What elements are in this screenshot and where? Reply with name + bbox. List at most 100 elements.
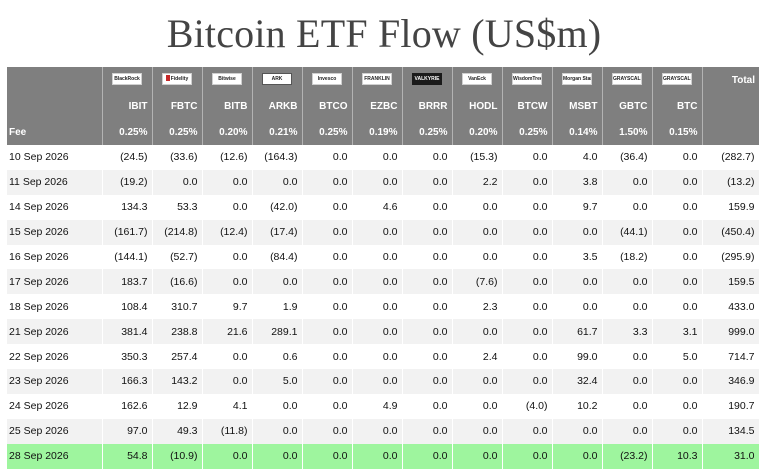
flow-value: 0.0 <box>502 369 553 394</box>
row-total: 159.9 <box>702 194 760 220</box>
fund-logo-cell: WisdomTree <box>502 67 553 93</box>
fund-ticker: BTC <box>652 93 703 119</box>
flow-value: 0.0 <box>652 244 703 270</box>
flow-value: 3.3 <box>602 319 653 345</box>
issuer-logo: FRANKLIN <box>362 72 392 85</box>
flow-value: 0.0 <box>502 443 553 469</box>
flow-value: 0.0 <box>302 369 353 394</box>
flow-value: 0.0 <box>302 319 353 345</box>
row-date: 11 Sep 2026 <box>7 169 103 195</box>
flow-value: 4.0 <box>552 145 603 170</box>
flow-value: 0.0 <box>202 244 253 270</box>
flow-value: 2.3 <box>452 294 503 320</box>
flow-value: (84.4) <box>252 244 303 270</box>
flow-value: 257.4 <box>152 344 203 370</box>
row-total: 190.7 <box>702 393 760 419</box>
flow-value: 0.0 <box>502 294 553 320</box>
issuer-logo: BlackRock <box>112 72 142 85</box>
flow-value: 0.0 <box>402 418 453 444</box>
issuer-logo: ARK <box>262 72 292 85</box>
flow-value: 0.0 <box>302 219 353 245</box>
flow-value: 0.0 <box>552 294 603 320</box>
flow-value: (15.3) <box>452 145 503 170</box>
flow-value: 0.0 <box>552 269 603 295</box>
flow-value: 0.0 <box>402 393 453 419</box>
flow-value: 0.0 <box>552 418 603 444</box>
flow-value: 0.0 <box>352 344 403 370</box>
flow-value: 0.0 <box>452 393 503 419</box>
row-total: 346.9 <box>702 369 760 394</box>
flow-value: 0.0 <box>552 443 603 469</box>
fund-fee: 0.15% <box>652 119 703 145</box>
flow-value: 0.0 <box>302 344 353 370</box>
row-total: (282.7) <box>702 145 760 170</box>
flow-value: 4.1 <box>202 393 253 419</box>
flow-value: 0.0 <box>602 169 653 195</box>
flow-value: 289.1 <box>252 319 303 345</box>
row-date: 14 Sep 2026 <box>7 194 103 220</box>
issuer-logo: Fidelity <box>162 72 192 85</box>
flow-value: 53.3 <box>152 194 203 220</box>
flow-value: 0.0 <box>302 294 353 320</box>
table-row: 17 Sep 2026 183.7 (16.6) 0.0 0.0 0.0 0.0 0.0 (7.… <box>7 269 760 295</box>
row-date: 28 Sep 2026 <box>7 443 103 469</box>
flow-value: 166.3 <box>102 369 153 394</box>
flow-value: 54.8 <box>102 443 153 469</box>
fee-total-blank <box>702 119 759 145</box>
flow-value: 0.0 <box>402 369 453 394</box>
flow-value: (214.8) <box>152 219 203 245</box>
fund-ticker: IBIT <box>102 93 153 119</box>
flow-value: 0.0 <box>352 418 403 444</box>
fund-logo-cell: FRANKLIN <box>352 67 403 93</box>
issuer-logo: VanEck <box>462 72 492 85</box>
row-total: (450.4) <box>702 219 760 245</box>
flow-value: 0.0 <box>452 443 503 469</box>
fund-logo-cell: Morgan Stanley <box>552 67 603 93</box>
flow-value: 0.0 <box>302 418 353 444</box>
flow-value: 0.0 <box>302 393 353 419</box>
flow-value: 0.0 <box>252 269 303 295</box>
flow-value: (44.1) <box>602 219 653 245</box>
row-date: 17 Sep 2026 <box>7 269 103 295</box>
table-row: 28 Sep 2026 54.8 (10.9) 0.0 0.0 0.0 0.0 0.0 0.0 0… <box>7 443 760 469</box>
flow-value: 2.4 <box>452 344 503 370</box>
row-date: 24 Sep 2026 <box>7 393 103 419</box>
flow-value: 0.0 <box>452 319 503 345</box>
flow-value: 0.0 <box>652 418 703 444</box>
total-header: Total <box>702 67 759 93</box>
flow-value: 99.0 <box>552 344 603 370</box>
fund-logo-cell: GRAYSCALE <box>652 67 703 93</box>
flow-value: 0.0 <box>302 145 353 170</box>
flow-value: 0.0 <box>602 294 653 320</box>
page-title: Bitcoin ETF Flow (US$m) <box>166 11 602 56</box>
flow-value: 0.0 <box>552 219 603 245</box>
flow-value: (17.4) <box>252 219 303 245</box>
flow-value: 0.0 <box>202 344 253 370</box>
flow-value: 0.0 <box>652 145 703 170</box>
issuer-logo: Morgan Stanley <box>562 72 592 85</box>
flow-value: 162.6 <box>102 393 153 419</box>
flow-value: (52.7) <box>152 244 203 270</box>
row-date: 21 Sep 2026 <box>7 319 103 345</box>
flow-value: 5.0 <box>252 369 303 394</box>
flow-value: 4.6 <box>352 194 403 220</box>
flow-value: (4.0) <box>502 393 553 419</box>
flow-value: 0.0 <box>352 145 403 170</box>
flow-value: 0.0 <box>202 369 253 394</box>
flow-value: 0.0 <box>402 269 453 295</box>
fund-ticker: ARKB <box>252 93 303 119</box>
fund-fee: 0.19% <box>352 119 403 145</box>
flow-value: 143.2 <box>152 369 203 394</box>
flow-value: 0.0 <box>502 194 553 220</box>
flow-value: 0.0 <box>502 319 553 345</box>
fund-ticker: EZBC <box>352 93 403 119</box>
fund-fee: 0.14% <box>552 119 603 145</box>
flow-value: (161.7) <box>102 219 153 245</box>
flow-value: (10.9) <box>152 443 203 469</box>
issuer-logo: WisdomTree <box>512 72 542 85</box>
fund-logo-cell: GRAYSCALE <box>602 67 653 93</box>
flow-value: (33.6) <box>152 145 203 170</box>
flow-value: 9.7 <box>552 194 603 220</box>
fund-fee: 0.25% <box>102 119 153 145</box>
row-date: 10 Sep 2026 <box>7 145 103 170</box>
